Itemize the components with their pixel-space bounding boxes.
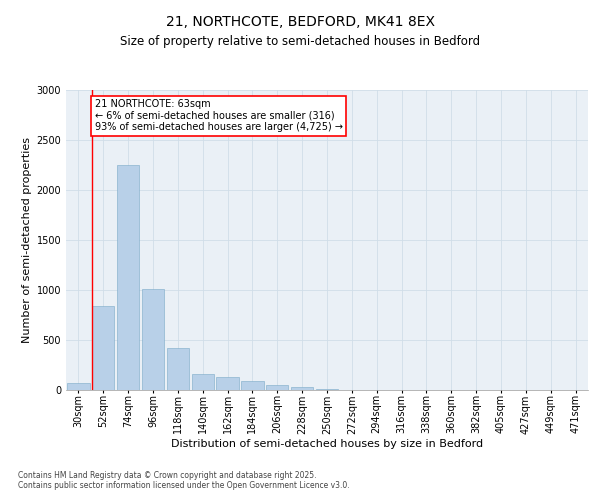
Bar xyxy=(167,348,189,390)
Bar xyxy=(217,377,239,390)
Bar xyxy=(92,306,115,390)
Bar xyxy=(266,384,289,390)
Bar xyxy=(241,380,263,390)
Bar xyxy=(117,165,139,390)
Y-axis label: Number of semi-detached properties: Number of semi-detached properties xyxy=(22,137,32,343)
Text: 21 NORTHCOTE: 63sqm
← 6% of semi-detached houses are smaller (316)
93% of semi-d: 21 NORTHCOTE: 63sqm ← 6% of semi-detache… xyxy=(95,99,343,132)
Bar xyxy=(142,289,164,390)
Bar xyxy=(67,382,89,390)
Bar xyxy=(291,387,313,390)
Text: Contains HM Land Registry data © Crown copyright and database right 2025.
Contai: Contains HM Land Registry data © Crown c… xyxy=(18,470,350,490)
Bar xyxy=(191,374,214,390)
Text: 21, NORTHCOTE, BEDFORD, MK41 8EX: 21, NORTHCOTE, BEDFORD, MK41 8EX xyxy=(166,15,434,29)
Bar xyxy=(316,389,338,390)
X-axis label: Distribution of semi-detached houses by size in Bedford: Distribution of semi-detached houses by … xyxy=(171,439,483,449)
Text: Size of property relative to semi-detached houses in Bedford: Size of property relative to semi-detach… xyxy=(120,35,480,48)
